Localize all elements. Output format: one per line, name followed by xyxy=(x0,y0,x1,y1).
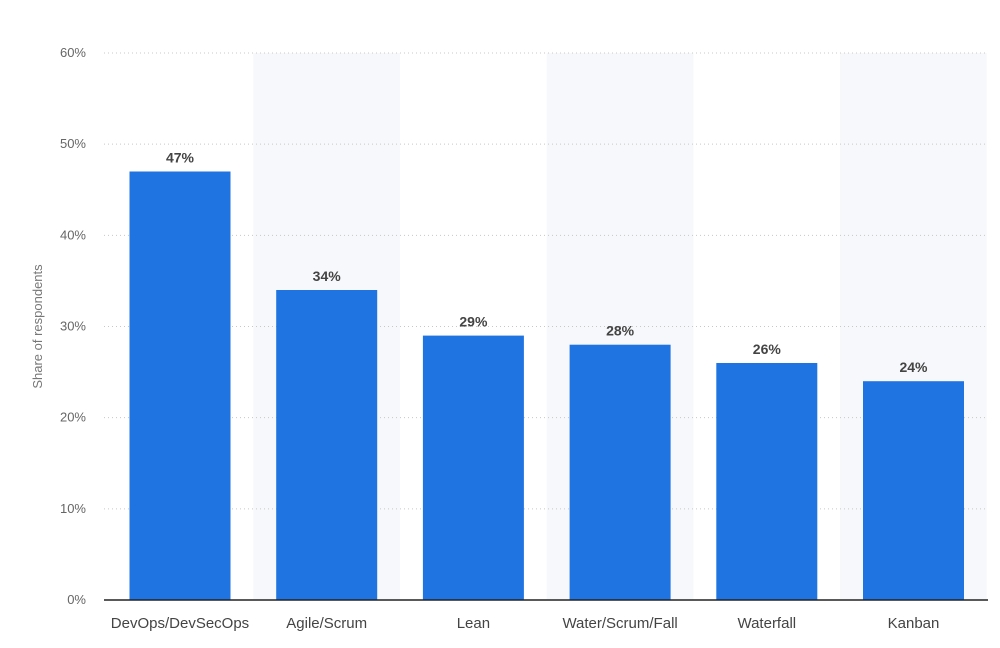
bar-value-label: 34% xyxy=(313,268,342,284)
y-axis-label: Share of respondents xyxy=(30,264,45,389)
y-tick-label: 40% xyxy=(60,227,86,242)
y-tick-label: 30% xyxy=(60,319,86,334)
bar[interactable] xyxy=(716,363,818,600)
gridlines xyxy=(104,52,988,510)
y-tick-label: 50% xyxy=(60,136,86,151)
y-tick-label: 0% xyxy=(67,592,86,607)
bar[interactable] xyxy=(863,381,964,600)
bar[interactable] xyxy=(422,335,524,600)
y-axis-ticks: 0% 10% 20% 30% 40% 50% 60% xyxy=(60,45,86,607)
x-tick-label: Kanban xyxy=(888,615,940,632)
x-tick-label: Water/Scrum/Fall xyxy=(562,615,677,632)
bar[interactable] xyxy=(276,290,378,600)
y-tick-label: 10% xyxy=(60,501,86,516)
y-tick-label: 20% xyxy=(60,410,86,425)
x-tick-label: Lean xyxy=(457,615,490,632)
data-labels: 47% 34% 29% 28% 26% 24% xyxy=(166,150,928,376)
bar-value-label: 26% xyxy=(753,341,782,357)
bar[interactable] xyxy=(569,344,671,600)
bar-value-label: 24% xyxy=(899,359,928,375)
x-tick-label: Agile/Scrum xyxy=(286,615,367,632)
x-axis-ticks: DevOps/DevSecOps Agile/Scrum Lean Water/Scr… xyxy=(111,615,940,632)
bar-value-label: 29% xyxy=(459,314,488,330)
bar-value-label: 47% xyxy=(166,150,195,166)
x-tick-label: Waterfall xyxy=(737,615,796,632)
bar-value-label: 28% xyxy=(606,323,635,339)
y-tick-label: 60% xyxy=(60,45,86,60)
x-tick-label: DevOps/DevSecOps xyxy=(111,615,249,632)
bar[interactable] xyxy=(129,171,231,601)
bars xyxy=(129,171,964,601)
